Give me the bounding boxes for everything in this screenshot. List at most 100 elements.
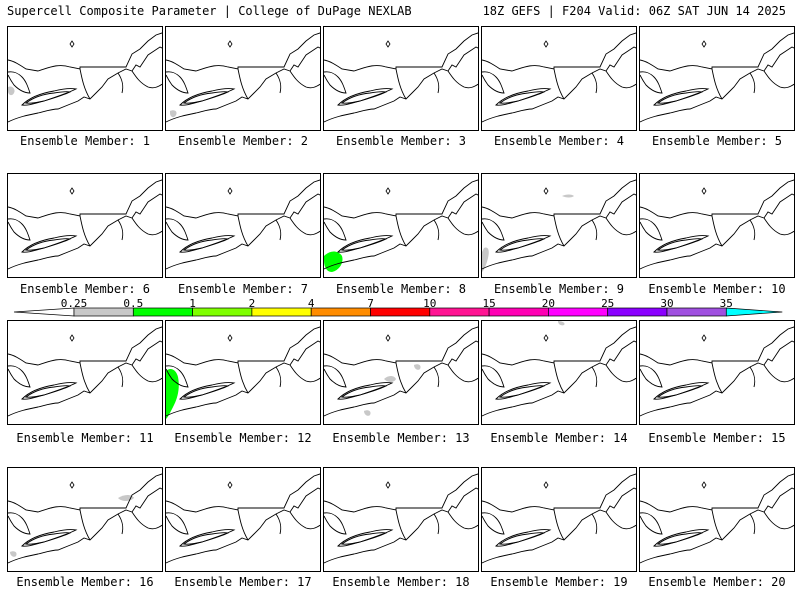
scp-shading-green: [166, 369, 179, 419]
map-outline: [553, 215, 565, 247]
map-outline: [8, 193, 162, 270]
map-outline: [591, 219, 598, 241]
ensemble-member-panel: [7, 26, 163, 131]
map-outline: [237, 68, 249, 100]
ensemble-member-panel: [323, 320, 479, 425]
diamond-marker-icon: [227, 481, 233, 489]
map-outline: [711, 215, 723, 247]
map-outline: [21, 235, 78, 253]
ensemble-member-panel: [323, 26, 479, 131]
scp-shading-gray: [562, 194, 574, 198]
diamond-marker-icon: [543, 334, 549, 342]
map-outline: [24, 532, 72, 545]
map-outline: [8, 340, 162, 417]
map-outline: [324, 512, 347, 535]
map-outline: [324, 473, 478, 513]
map-outline: [711, 509, 723, 541]
map-outline: [324, 32, 478, 72]
map-outline: [289, 364, 320, 383]
map-outline: [482, 193, 636, 270]
map-outline: [498, 385, 546, 398]
colorbar-segment: [310, 307, 371, 317]
map-outline: [166, 193, 320, 270]
map-outline: [8, 179, 162, 219]
map-outline: [166, 71, 189, 94]
colorbar-segment: [488, 307, 549, 317]
panel-map: [8, 326, 162, 417]
map-outline: [166, 365, 189, 388]
map-outline: [131, 364, 162, 383]
map-outline: [495, 235, 552, 253]
map-outline: [166, 340, 320, 417]
map-outline: [179, 235, 236, 253]
map-outline: [237, 215, 249, 247]
map-outline: [131, 70, 162, 89]
ensemble-member-panel: [639, 26, 795, 131]
map-outline: [395, 68, 407, 100]
map-outline: [117, 219, 124, 241]
map-outline: [749, 513, 756, 535]
map-outline: [640, 512, 663, 535]
diamond-marker-icon: [227, 187, 233, 195]
panel-map: [640, 32, 794, 123]
valid-time-title: 18Z GEFS | F204 Valid: 06Z SAT JUN 14 20…: [482, 4, 786, 18]
map-outline: [447, 364, 478, 383]
panel-map: [324, 326, 478, 417]
scp-shading-gray: [482, 247, 489, 272]
map-outline: [482, 71, 505, 94]
scp-shading-gray: [364, 364, 421, 416]
map-outline: [340, 385, 388, 398]
map-outline: [605, 217, 636, 236]
map-outline: [117, 513, 124, 535]
map-outline: [591, 72, 598, 94]
ensemble-member-panel: [323, 467, 479, 572]
diamond-marker-icon: [69, 40, 75, 48]
map-outline: [482, 46, 636, 123]
map-outline: [605, 364, 636, 383]
map-outline: [395, 509, 407, 541]
map-outline: [166, 32, 320, 72]
map-outline: [182, 385, 230, 398]
ensemble-member-label: Ensemble Member: 14: [490, 431, 628, 445]
ensemble-member-panel: [165, 320, 321, 425]
panel-map: [482, 179, 636, 272]
map-outline: [24, 385, 72, 398]
map-outline: [166, 473, 320, 513]
panel-map: [640, 179, 794, 270]
colorbar-segment: [429, 307, 490, 317]
map-outline: [8, 32, 162, 72]
map-outline: [640, 365, 663, 388]
map-outline: [640, 218, 663, 241]
map-outline: [131, 217, 162, 236]
map-outline: [340, 91, 388, 104]
map-outline: [289, 70, 320, 89]
map-outline: [482, 326, 636, 366]
map-outline: [482, 487, 636, 564]
colorbar-tick-label: 1: [189, 297, 196, 310]
map-outline: [21, 88, 78, 106]
map-outline: [324, 487, 478, 564]
diamond-marker-icon: [385, 187, 391, 195]
map-outline: [447, 217, 478, 236]
map-outline: [340, 532, 388, 545]
panel-map: [482, 321, 636, 417]
panel-map: [324, 179, 478, 272]
ensemble-member-panel: [639, 467, 795, 572]
map-outline: [433, 513, 440, 535]
panel-map: [166, 32, 320, 123]
map-outline: [640, 473, 794, 513]
map-outline: [640, 71, 663, 94]
diamond-marker-icon: [69, 481, 75, 489]
map-outline: [482, 340, 636, 417]
colorbar-tick-label: 30: [660, 297, 674, 310]
ensemble-member-label: Ensemble Member: 12: [174, 431, 312, 445]
map-outline: [337, 382, 394, 400]
map-outline: [553, 68, 565, 100]
scp-shading-gray: [8, 86, 15, 96]
map-outline: [24, 91, 72, 104]
map-outline: [763, 70, 794, 89]
map-outline: [495, 529, 552, 547]
ensemble-member-panel: [639, 173, 795, 278]
diamond-marker-icon: [385, 481, 391, 489]
ensemble-member-panel: [323, 173, 479, 278]
